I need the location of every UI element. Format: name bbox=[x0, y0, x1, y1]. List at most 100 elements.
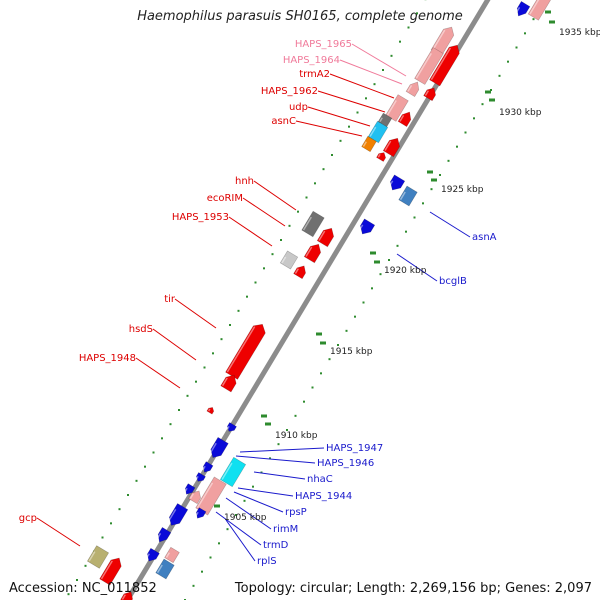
major-tick bbox=[261, 414, 267, 418]
tick-dot bbox=[218, 542, 220, 545]
tick-dot bbox=[379, 273, 382, 276]
tick-dot bbox=[365, 97, 367, 100]
tick-dot bbox=[345, 329, 348, 332]
gene-red-arrow-b bbox=[382, 137, 401, 158]
tick-dot bbox=[430, 188, 433, 191]
gene-asna-box bbox=[398, 185, 418, 207]
scale-tick bbox=[374, 260, 380, 264]
gene-blue-top bbox=[515, 1, 531, 17]
leader-hnh bbox=[253, 180, 297, 211]
tick-dot bbox=[67, 593, 70, 596]
gene-label-haps-1965: HAPS_1965 bbox=[295, 39, 352, 50]
leader-trma2 bbox=[329, 73, 395, 99]
tick-dot bbox=[263, 267, 265, 270]
gene-asnc-box bbox=[361, 135, 377, 153]
tick-dot bbox=[269, 457, 271, 460]
gene-label-trma2: trmA2 bbox=[299, 69, 330, 80]
tick-dot bbox=[388, 259, 390, 261]
gene-nhac-box bbox=[219, 456, 247, 488]
gene-label-rpls: rplS bbox=[257, 556, 277, 567]
tick-dot bbox=[348, 125, 350, 128]
gene-features bbox=[86, 0, 553, 600]
leader-rimm bbox=[225, 497, 272, 530]
tick-dot bbox=[235, 514, 237, 516]
leader-asna bbox=[429, 211, 471, 238]
tick-dot bbox=[260, 471, 263, 474]
gene-red-arrow-h bbox=[206, 407, 215, 415]
tick-dot bbox=[305, 196, 308, 199]
gene-label-gcp: gcp bbox=[19, 513, 37, 524]
gene-red-arrow-g bbox=[220, 374, 237, 393]
forward-gene-labels: HAPS_1965 HAPS_1964 trmA2 HAPS_1962 udp … bbox=[19, 39, 352, 524]
tick-dot bbox=[286, 429, 288, 431]
gene-label-udp: udp bbox=[289, 102, 308, 113]
gene-gcp-box bbox=[86, 545, 110, 569]
tick-dot bbox=[320, 372, 322, 375]
gene-blue-e bbox=[145, 547, 160, 562]
scale-label-1920: 1920 kbp bbox=[384, 266, 427, 276]
gene-label-haps-1962: HAPS_1962 bbox=[261, 86, 318, 97]
leader-asnc bbox=[295, 120, 363, 137]
gene-haps-1946-arrow bbox=[202, 461, 214, 473]
gene-label-hsds: hsdS bbox=[129, 324, 153, 335]
gene-rpls-blue-box bbox=[155, 558, 175, 580]
tick-dot bbox=[314, 182, 316, 185]
leader-haps-1965 bbox=[351, 43, 407, 77]
tick-dot bbox=[473, 117, 475, 120]
tick-dot bbox=[226, 528, 229, 531]
leader-haps-1944 bbox=[237, 487, 294, 497]
tick-dot bbox=[439, 174, 441, 176]
gene-label-tir: tir bbox=[164, 294, 176, 305]
gene-rpsp-arrow bbox=[167, 503, 189, 526]
leader-haps-1964 bbox=[339, 59, 403, 85]
map-title: Haemophilus parasuis SH0165, complete ge… bbox=[137, 9, 463, 24]
tick-dot bbox=[252, 485, 254, 488]
leader-haps-1946 bbox=[235, 455, 316, 464]
scale-label-1935: 1935 kbp bbox=[559, 28, 600, 38]
tick-dot bbox=[532, 18, 535, 21]
leader-gcp bbox=[36, 517, 81, 547]
gene-label-haps-1944: HAPS_1944 bbox=[295, 491, 352, 502]
tick-dot bbox=[362, 301, 365, 304]
tick-dot bbox=[243, 499, 246, 502]
tick-dot bbox=[178, 409, 180, 411]
gene-red-arrow-i bbox=[99, 557, 122, 586]
tick-dot bbox=[152, 451, 155, 454]
tick-dot bbox=[331, 154, 333, 156]
tick-dot bbox=[192, 584, 195, 587]
tick-dot bbox=[447, 159, 450, 162]
tick-dot bbox=[288, 224, 291, 227]
tick-dot bbox=[337, 344, 339, 346]
tick-dot bbox=[390, 54, 393, 57]
scale-label-1915: 1915 kbp bbox=[330, 347, 373, 357]
gene-haps-1962-box bbox=[385, 94, 409, 122]
gene-label-ecorim: ecoRIM bbox=[207, 193, 243, 204]
tick-dot bbox=[322, 168, 325, 171]
leader-trmd bbox=[215, 511, 262, 546]
major-tick bbox=[545, 10, 551, 14]
gene-haps-1964-box bbox=[414, 47, 444, 85]
tick-dot bbox=[195, 380, 197, 383]
gene-rimm-arrow bbox=[195, 507, 207, 519]
gene-label-rimm: rimM bbox=[273, 524, 298, 535]
tick-dot bbox=[311, 386, 314, 389]
tick-dot bbox=[297, 210, 299, 213]
tick-dot bbox=[144, 465, 146, 468]
leader-udp bbox=[307, 106, 371, 127]
tick-dot bbox=[186, 394, 189, 397]
tick-dot bbox=[209, 556, 212, 559]
accession-text: Accession: NC_011852 bbox=[9, 581, 157, 596]
tick-dot bbox=[413, 216, 416, 219]
tick-dot bbox=[464, 131, 467, 134]
tick-dot bbox=[203, 366, 206, 369]
gene-label-haps-1947: HAPS_1947 bbox=[326, 443, 383, 454]
scale-tick bbox=[320, 341, 326, 345]
tick-dot bbox=[524, 32, 526, 35]
tick-dot bbox=[396, 244, 399, 247]
scale-label-1930: 1930 kbp bbox=[499, 108, 542, 118]
tick-dot bbox=[254, 281, 257, 284]
tick-dot bbox=[271, 253, 274, 256]
tick-dot bbox=[416, 12, 418, 15]
gene-red-arrow-c bbox=[376, 152, 386, 162]
